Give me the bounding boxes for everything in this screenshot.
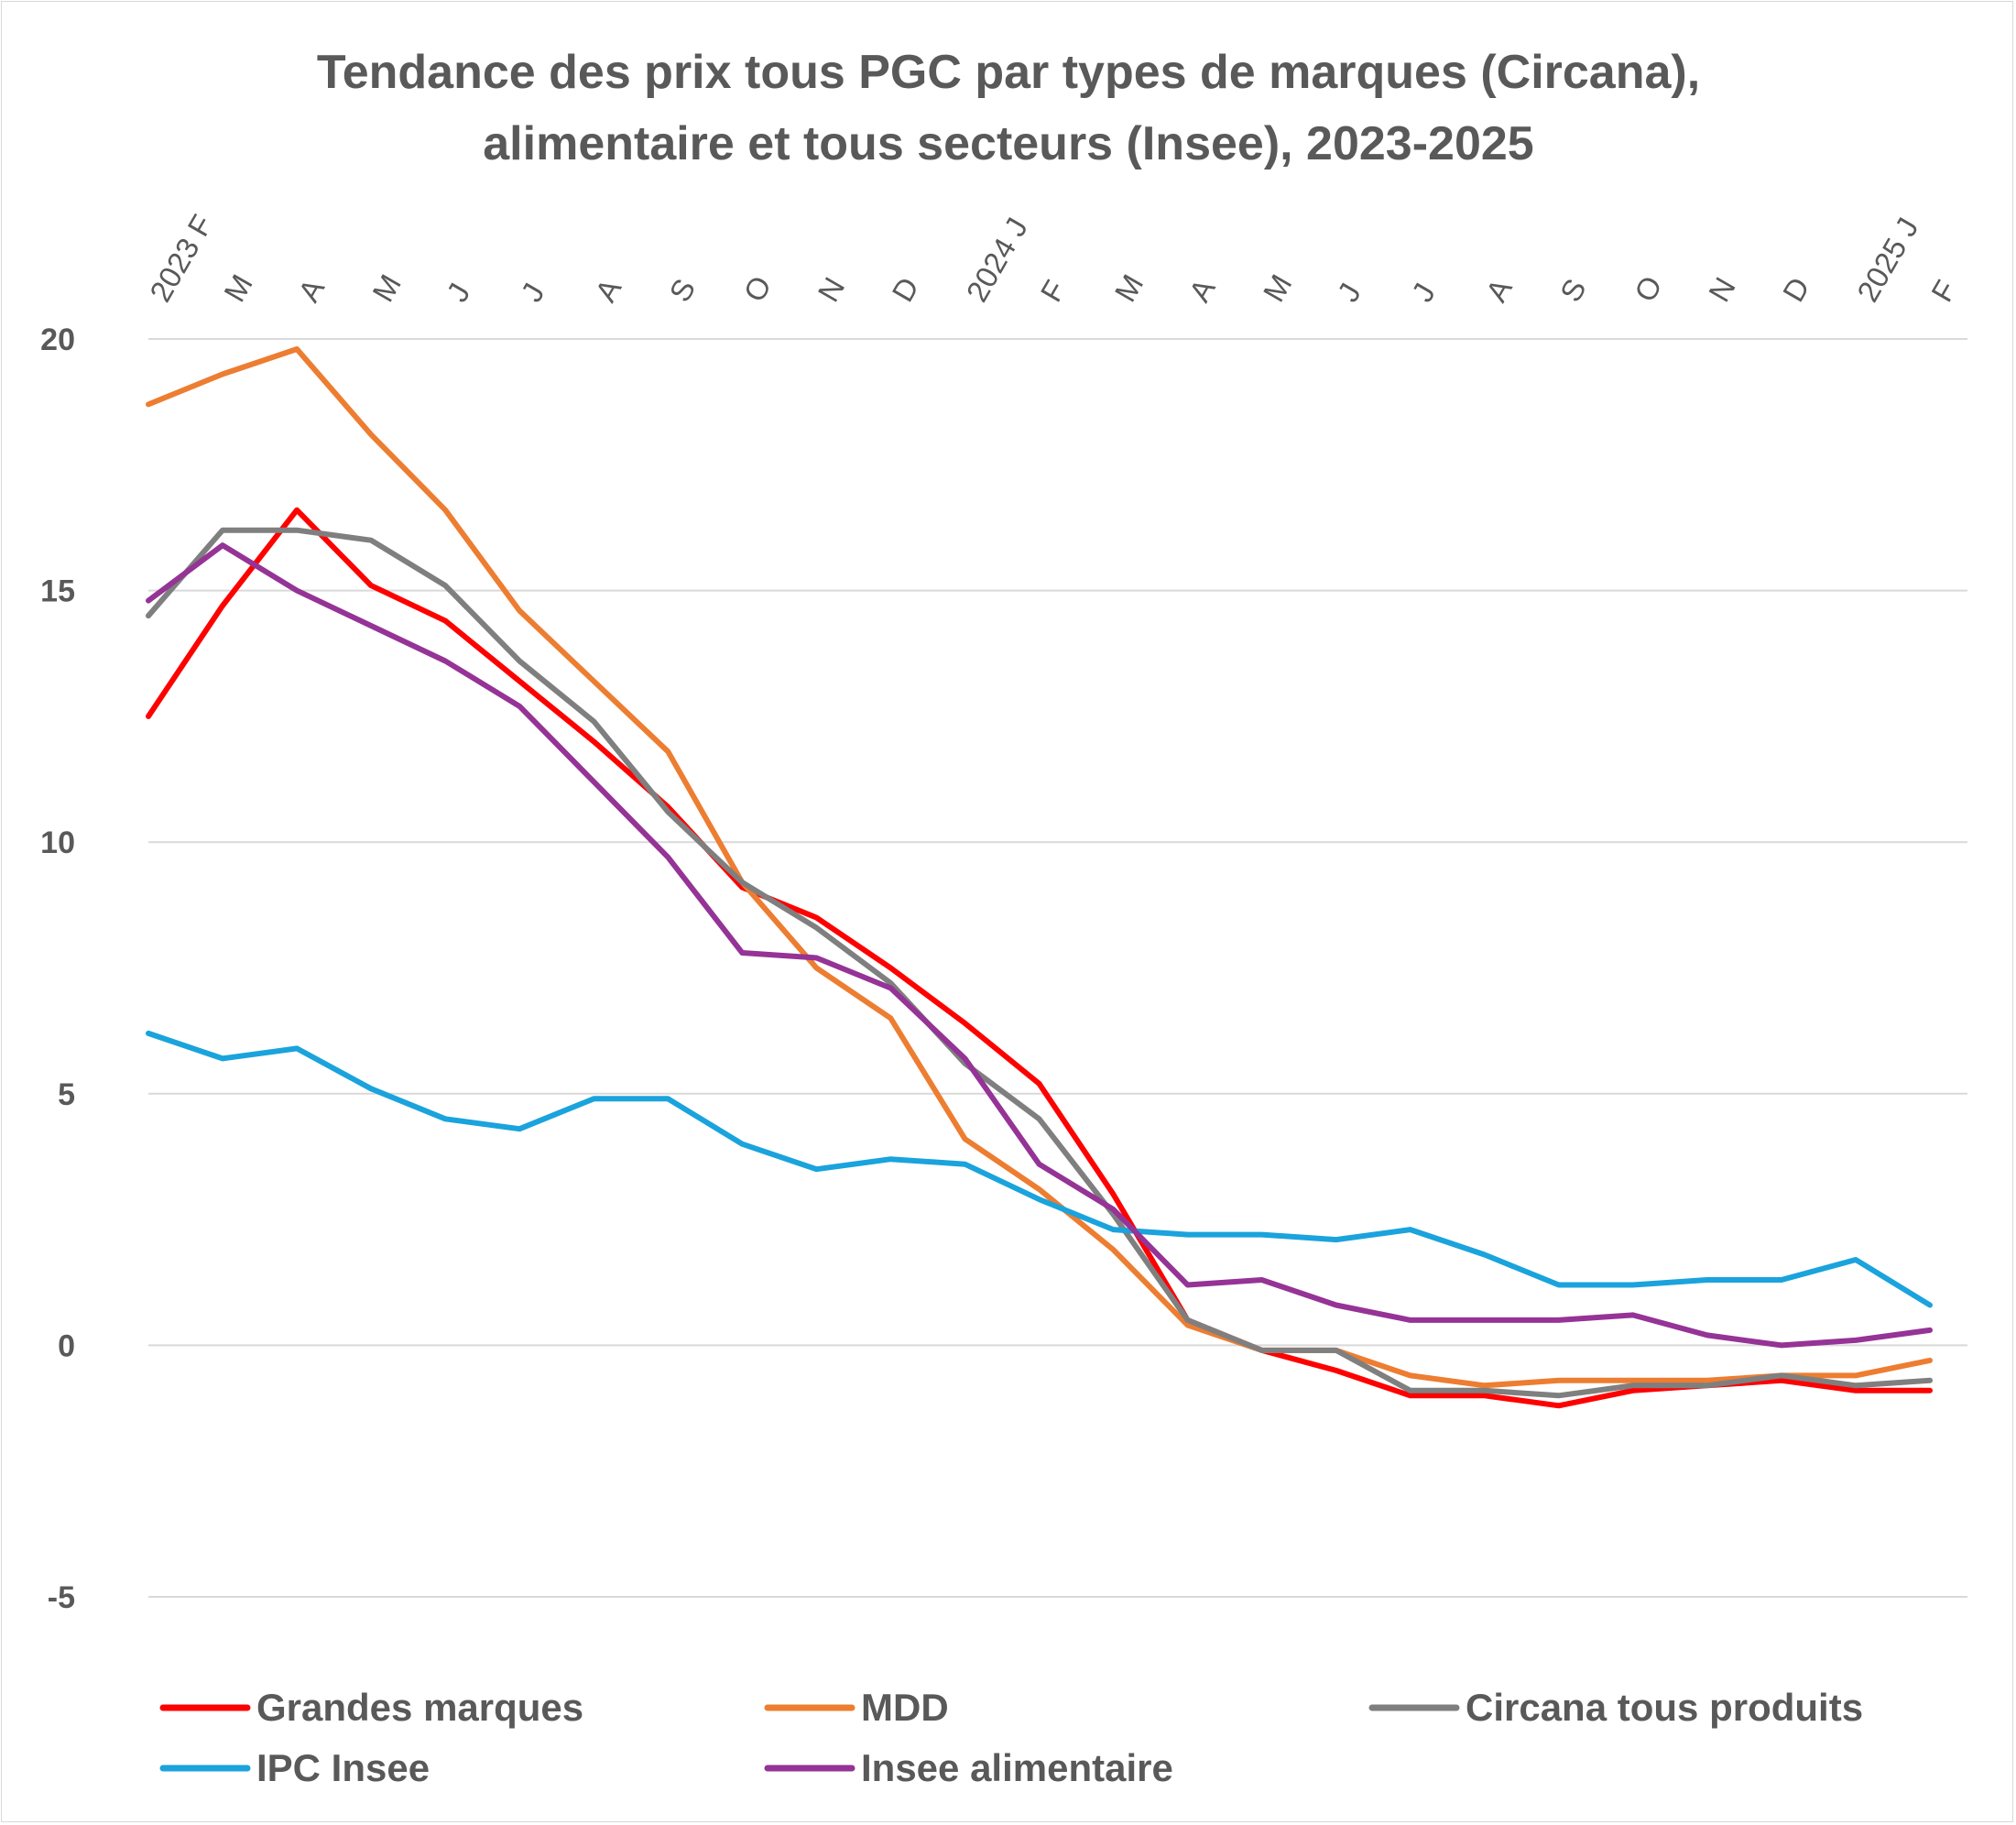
x-tick-label: J [440, 278, 476, 308]
x-tick-label: S [1553, 273, 1593, 308]
legend-label: Circana tous produits [1466, 1686, 1863, 1729]
series-lines [146, 346, 1933, 1409]
x-tick-label: A [588, 273, 627, 308]
x-tick-label: J [1405, 278, 1442, 308]
chart-title-line-2: alimentaire et tous secteurs (Insee), 20… [483, 117, 1533, 170]
x-tick-label: A [1182, 273, 1222, 308]
legend-label: IPC Insee [256, 1746, 430, 1789]
x-tick-label: M [217, 268, 259, 307]
x-tick-label: O [736, 270, 778, 308]
y-axis-ticks: 20 15 10 5 0 -5 [40, 322, 75, 1615]
legend-label: Insee alimentaire [861, 1746, 1173, 1789]
x-tick-label: M [1257, 268, 1299, 307]
x-tick-label: J [514, 278, 550, 308]
legend: Grandes marques MDD Circana tous produits I… [159, 1686, 1863, 1789]
x-tick-label: N [811, 271, 851, 307]
x-tick-label: M [1108, 268, 1150, 307]
x-tick-label: 2025 J [1850, 212, 1925, 307]
chart-title: Tendance des prix tous PGC par types de … [317, 46, 1700, 170]
x-tick-label: 2024 J [959, 212, 1034, 307]
series-line-insee-alimentaire [146, 542, 1933, 1349]
series-line-ipc-insee [146, 1030, 1933, 1308]
x-tick-label: A [1479, 273, 1519, 308]
y-tick-label: 20 [40, 322, 75, 357]
y-tick-label: 5 [58, 1077, 75, 1112]
x-tick-label: F [1034, 275, 1073, 308]
legend-item: MDD [764, 1686, 949, 1729]
x-tick-label: O [1628, 270, 1669, 308]
y-tick-label: 0 [58, 1328, 75, 1363]
x-tick-label: J [1331, 278, 1368, 308]
x-tick-label: F [1924, 275, 1963, 308]
legend-item: Grandes marques [159, 1686, 583, 1729]
x-tick-label: M [365, 268, 408, 307]
legend-item: IPC Insee [159, 1746, 430, 1789]
legend-item: Circana tous produits [1368, 1686, 1863, 1729]
chart-title-line-1: Tendance des prix tous PGC par types de … [317, 46, 1700, 99]
x-tick-label: 2023 F [143, 209, 219, 307]
x-tick-label: A [291, 273, 331, 308]
y-tick-label: -5 [48, 1580, 75, 1615]
y-tick-label: 15 [40, 574, 75, 609]
legend-label: MDD [861, 1686, 949, 1729]
series-line-grandes-marques [146, 507, 1933, 1409]
x-tick-label: N [1702, 271, 1742, 307]
x-tick-label: S [662, 273, 702, 308]
x-tick-label: D [1776, 271, 1816, 307]
x-tick-label: D [885, 271, 925, 307]
y-tick-label: 10 [40, 825, 75, 860]
series-line-circana-tous-produits [146, 527, 1933, 1399]
series-line-mdd [146, 346, 1933, 1389]
legend-label: Grandes marques [256, 1686, 583, 1729]
gridlines [148, 338, 1967, 1598]
legend-item: Insee alimentaire [764, 1746, 1173, 1789]
